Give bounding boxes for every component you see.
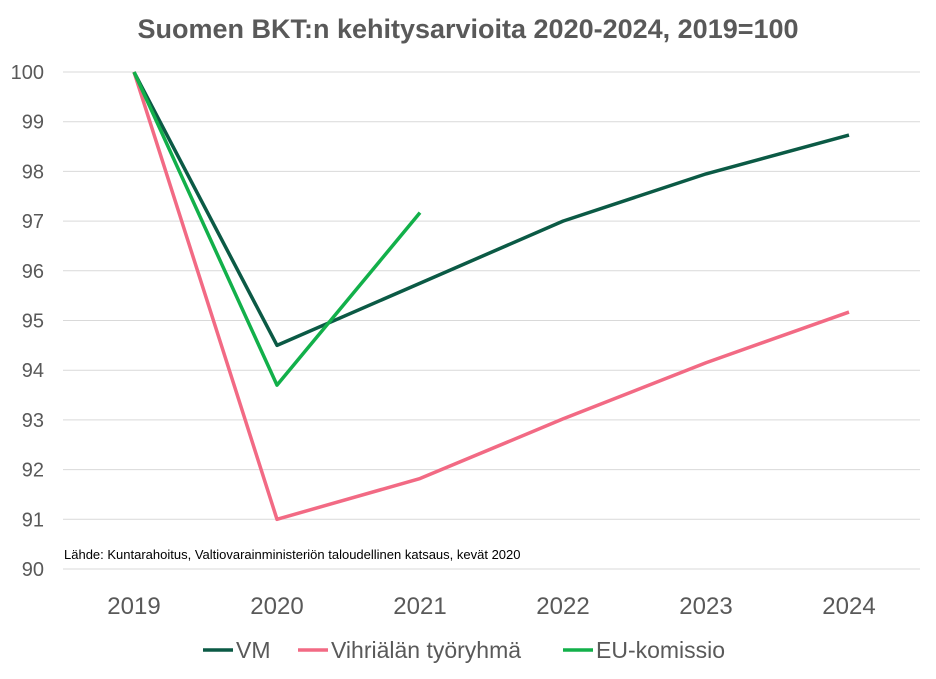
y-tick-label: 94 (22, 360, 44, 382)
x-tick-label: 2022 (536, 593, 589, 620)
y-tick-label: 91 (22, 509, 44, 531)
series-line-3 (132, 71, 422, 387)
x-tick-label: 2024 (822, 593, 875, 620)
series-line-1 (132, 71, 850, 348)
x-tick-label: 2019 (107, 593, 160, 620)
x-tick-label: 2021 (393, 593, 446, 620)
y-tick-label: 99 (22, 112, 44, 134)
y-tick-label: 96 (22, 261, 44, 283)
x-tick-label: 2020 (250, 593, 303, 620)
legend-label: VM (236, 637, 271, 663)
series-line-2 (132, 71, 850, 522)
x-axis-ticks: 2019 2020 2021 2022 2023 2024 (107, 593, 875, 620)
y-tick-label: 100 (11, 62, 44, 84)
y-tick-label: 98 (22, 161, 44, 183)
grid-lines (63, 71, 920, 570)
y-tick-label: 90 (22, 559, 44, 581)
y-tick-label: 95 (22, 311, 44, 333)
y-tick-label: 97 (22, 211, 44, 233)
y-tick-label: 93 (22, 410, 44, 432)
source-note: Lähde: Kuntarahoitus, Valtiovarainminist… (64, 547, 521, 562)
y-tick-label: 92 (22, 460, 44, 482)
legend-label: EU-komissio (596, 637, 725, 663)
chart-title: Suomen BKT:n kehitysarvioita 2020-2024, … (137, 14, 799, 44)
x-tick-label: 2023 (679, 593, 732, 620)
legend: VM Vihriälän työryhmä EU-komissio (203, 637, 725, 663)
series-lines (132, 71, 850, 522)
y-axis-ticks: 90 91 92 93 94 95 96 97 98 99 100 (11, 62, 44, 581)
legend-label: Vihriälän työryhmä (331, 637, 521, 663)
